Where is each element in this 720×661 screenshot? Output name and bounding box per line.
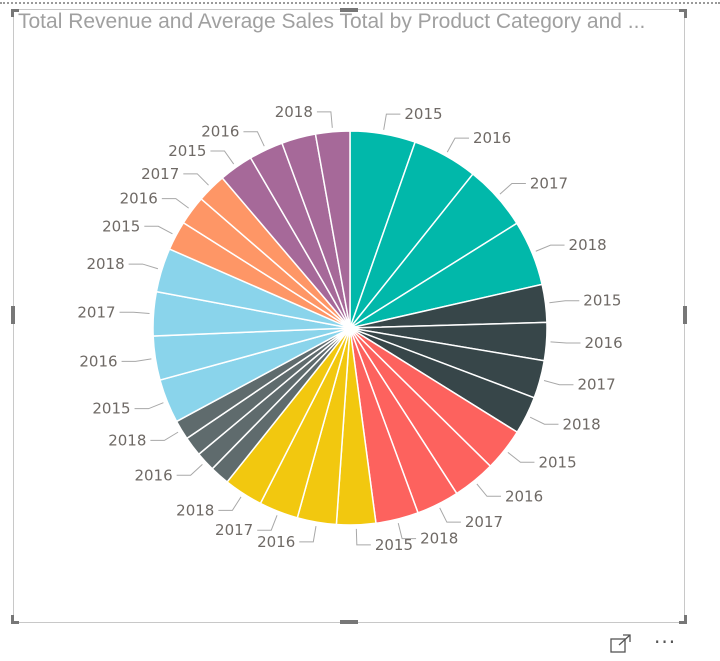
resize-handle-top-left[interactable]: [11, 9, 14, 17]
data-label: 2015: [375, 536, 413, 554]
data-label: 2016: [584, 334, 622, 352]
data-label: 2016: [201, 123, 239, 141]
resize-handle-bottom-left[interactable]: [11, 615, 14, 624]
resize-handle-top-right[interactable]: [679, 9, 687, 12]
resize-handle-bottom-right[interactable]: [679, 621, 687, 624]
data-label: 2017: [141, 165, 179, 183]
leader-line: [218, 496, 242, 511]
resize-handle-top-right[interactable]: [684, 9, 687, 18]
leader-line: [183, 173, 209, 186]
data-label: 2017: [77, 303, 115, 321]
data-label: 2017: [465, 513, 503, 531]
data-label: 2018: [420, 530, 458, 548]
data-label: 2016: [505, 487, 543, 505]
data-label: 2018: [275, 103, 313, 121]
leader-line: [243, 131, 265, 147]
data-label: 2018: [562, 415, 600, 433]
leader-line: [161, 198, 189, 209]
data-label: 2015: [404, 105, 442, 123]
data-label: 2016: [134, 466, 172, 484]
leader-line: [257, 515, 278, 531]
data-label: 2016: [79, 352, 117, 370]
data-label: 2016: [120, 190, 158, 208]
leader-line: [210, 150, 235, 165]
resize-handle-left[interactable]: [11, 306, 15, 324]
data-label: 2015: [583, 292, 621, 310]
focus-mode-icon[interactable]: [610, 634, 631, 653]
leader-line: [397, 523, 417, 540]
leader-line: [383, 113, 401, 130]
more-options-button[interactable]: ···: [654, 630, 677, 654]
leader-line: [121, 358, 152, 362]
resize-handle-top[interactable]: [340, 8, 358, 12]
leader-line: [176, 464, 203, 476]
data-label: 2015: [92, 400, 130, 418]
leader-line: [543, 380, 574, 386]
resize-handle-bottom[interactable]: [340, 620, 358, 624]
leader-line: [549, 300, 580, 304]
pie-slice[interactable]: [314, 130, 351, 329]
leader-line: [446, 137, 470, 153]
leader-line: [150, 431, 179, 441]
data-label: 2016: [257, 533, 295, 551]
leader-line: [144, 225, 173, 235]
leader-line: [476, 483, 501, 497]
leader-line: [439, 507, 461, 523]
resize-handle-bottom-left[interactable]: [11, 621, 19, 624]
data-label: 2018: [86, 255, 124, 273]
data-label: 2017: [215, 521, 253, 539]
data-label: 2015: [538, 453, 576, 471]
leader-line: [550, 341, 581, 344]
data-label: 2016: [473, 129, 511, 147]
leader-line: [316, 111, 333, 128]
resize-handle-top-left[interactable]: [11, 9, 19, 12]
resize-handle-bottom-right[interactable]: [684, 615, 687, 624]
leader-line: [299, 526, 317, 543]
data-label: 2018: [176, 501, 214, 519]
leader-line: [355, 528, 371, 546]
chart-title: Total Revenue and Average Sales Total by…: [18, 10, 646, 33]
leader-line: [499, 182, 526, 195]
leader-line: [529, 416, 559, 425]
data-label: 2017: [577, 376, 615, 394]
selection-border-dotted: [0, 2, 720, 4]
data-label: 2015: [102, 217, 140, 235]
leader-line: [134, 402, 164, 410]
data-label: 2017: [530, 174, 568, 192]
data-label: 2018: [569, 236, 607, 254]
resize-handle-right[interactable]: [683, 306, 687, 324]
leader-line: [507, 452, 535, 463]
data-label: 2015: [168, 142, 206, 160]
leader-line: [535, 244, 565, 252]
leader-line: [128, 263, 159, 270]
leader-line: [119, 311, 150, 314]
data-label: 2018: [108, 431, 146, 449]
